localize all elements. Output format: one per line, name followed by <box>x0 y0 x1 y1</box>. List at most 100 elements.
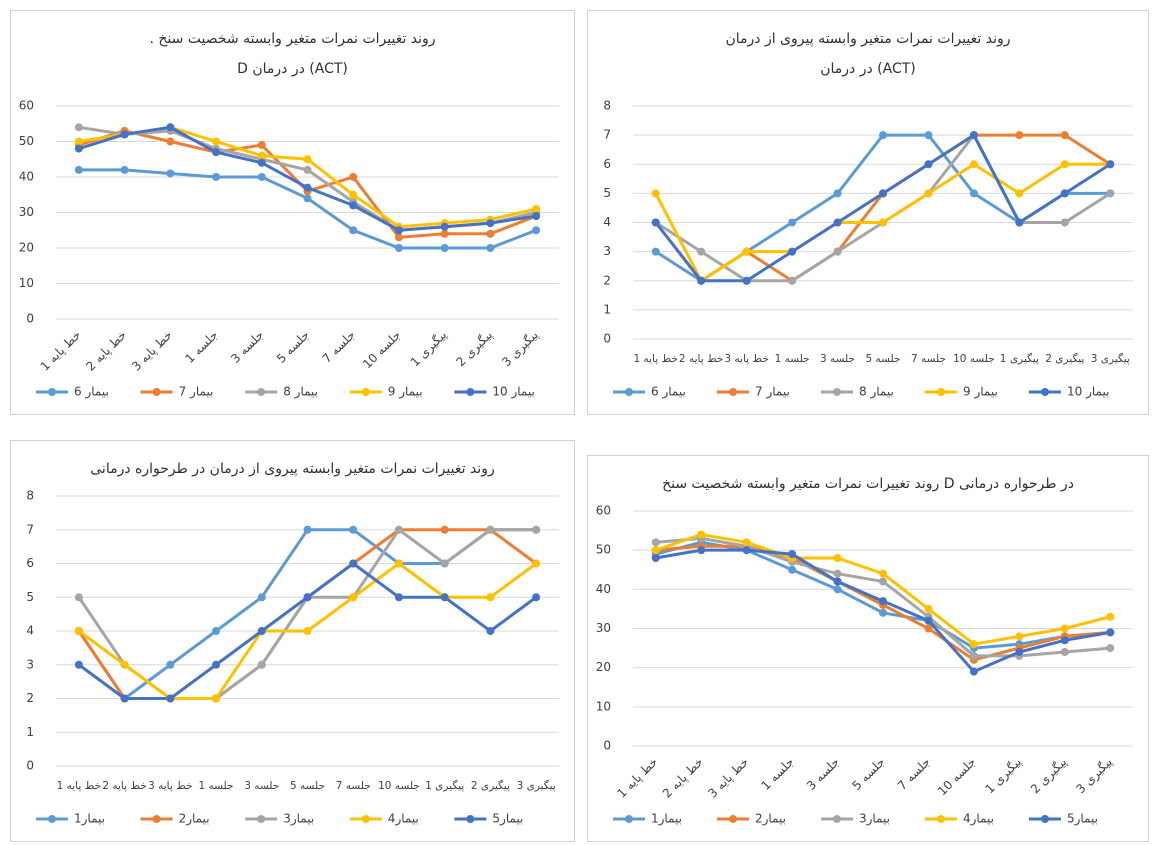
data-point <box>1015 632 1024 641</box>
data-point <box>879 569 887 578</box>
data-point <box>74 144 83 153</box>
chart-panel: روند تغییرات نمرات متغیر وابسته پیروی از… <box>587 10 1149 415</box>
legend-label: بیمار5 <box>492 812 523 827</box>
data-point <box>394 233 403 242</box>
data-point <box>394 593 403 602</box>
x-tick-label: خط پایه 1 <box>38 328 84 374</box>
legend-marker <box>257 815 266 823</box>
data-point <box>74 123 83 132</box>
data-point <box>486 229 495 238</box>
x-tick-label: پیگیری 2 <box>1028 755 1070 797</box>
y-tick-label: 3 <box>26 657 34 671</box>
legend-label: بیمار1 <box>74 812 105 827</box>
x-tick-label: جلسه 10 <box>953 353 995 365</box>
data-point <box>349 190 358 199</box>
legend-item: بیمار 10 <box>454 385 535 400</box>
data-point <box>394 559 403 568</box>
data-point <box>1060 189 1069 198</box>
legend-marker <box>361 388 370 396</box>
x-tick-label: خط پایه 3 <box>705 755 751 801</box>
x-tick-label: خط پایه 1 <box>633 353 678 365</box>
x-tick-label: جلسه 1 <box>199 780 234 792</box>
data-point <box>166 660 175 669</box>
data-point <box>349 525 358 534</box>
y-tick-label: 30 <box>19 205 34 219</box>
x-tick-label: جلسه 7 <box>911 353 946 365</box>
series-line <box>78 168 537 250</box>
data-point <box>349 559 358 568</box>
legend-item: بیمار4 <box>925 812 994 827</box>
data-point <box>532 559 541 568</box>
y-tick-label: 10 <box>596 699 611 713</box>
y-tick-label: 60 <box>19 99 34 113</box>
data-point <box>440 229 449 238</box>
chart: روند تغییرات نمرات متغیر وابسته پیروی از… <box>26 461 559 827</box>
data-point <box>74 593 83 602</box>
data-point <box>440 593 449 602</box>
legend-label: بیمار2 <box>179 812 210 827</box>
legend-marker <box>729 815 737 823</box>
x-tick-label: خط پایه 2 <box>102 780 147 792</box>
legend-marker <box>625 388 633 396</box>
x-tick-label: خط پایه 3 <box>724 353 769 365</box>
y-tick-label: 50 <box>19 134 34 148</box>
x-tick-label: جلسه 1 <box>759 755 797 793</box>
data-point <box>303 525 312 534</box>
x-tick-label: جلسه 3 <box>804 755 842 793</box>
x-tick-label: پیگیری 2 <box>1045 352 1084 365</box>
legend-item: بیمار5 <box>454 812 523 827</box>
legend-marker <box>48 815 56 823</box>
y-tick-label: 60 <box>596 504 611 518</box>
y-tick-label: 4 <box>26 624 34 638</box>
legend-label: بیمار3 <box>859 812 890 827</box>
chart-subtitle: در درمان (ACT) <box>820 61 916 77</box>
legend-marker <box>466 388 475 396</box>
legend-item: بیمار1 <box>613 812 682 827</box>
chart-title: . روند تغییرات نمرات متغیر وابسته شخصیت … <box>149 31 435 47</box>
data-point <box>349 201 358 210</box>
chart-title: روند تغییرات نمرات متغیر وابسته شخصیت سن… <box>662 476 1074 492</box>
chart-panel: . روند تغییرات نمرات متغیر وابسته شخصیت … <box>10 10 575 415</box>
data-point <box>742 546 751 555</box>
x-tick-label: پیگیری 2 <box>471 779 510 792</box>
data-point <box>924 604 933 613</box>
legend-marker <box>361 815 370 823</box>
data-point <box>486 244 495 252</box>
data-point <box>120 165 129 174</box>
data-point <box>349 173 358 181</box>
data-point <box>303 183 312 192</box>
data-point <box>212 694 221 703</box>
data-point <box>697 276 706 285</box>
legend-label: بیمار 6 <box>74 385 109 400</box>
data-point <box>697 530 706 539</box>
legend-item: بیمار 8 <box>821 385 894 400</box>
x-tick-label: خط پایه 2 <box>660 755 706 801</box>
data-point <box>924 624 933 633</box>
x-tick-label: جلسه 1 <box>775 353 810 365</box>
y-tick-label: 7 <box>26 522 34 536</box>
data-point <box>742 276 751 285</box>
data-point <box>1106 160 1115 169</box>
data-point <box>257 158 266 167</box>
data-point <box>212 627 221 635</box>
data-point <box>924 131 933 140</box>
legend-item: بیمار 6 <box>36 385 109 400</box>
legend-item: بیمار1 <box>36 812 105 827</box>
x-tick-label: جلسه 1 <box>182 328 220 366</box>
y-tick-label: 20 <box>596 660 611 674</box>
legend-marker <box>625 815 633 823</box>
data-point <box>651 247 660 256</box>
data-point <box>257 627 266 635</box>
data-point <box>1015 648 1024 656</box>
data-point <box>742 247 751 256</box>
chart: . روند تغییرات نمرات متغیر وابسته شخصیت … <box>19 31 559 400</box>
x-tick-label: جلسه 7 <box>895 755 933 793</box>
legend-label: بیمار 10 <box>492 385 534 400</box>
data-point <box>257 660 266 669</box>
data-point <box>1060 648 1069 656</box>
chart: روند تغییرات نمرات متغیر وابسته پیروی از… <box>603 31 1133 400</box>
data-point <box>879 577 887 586</box>
y-tick-label: 20 <box>19 241 34 255</box>
legend-item: بیمار 7 <box>717 385 790 400</box>
legend-item: بیمار3 <box>821 812 890 827</box>
